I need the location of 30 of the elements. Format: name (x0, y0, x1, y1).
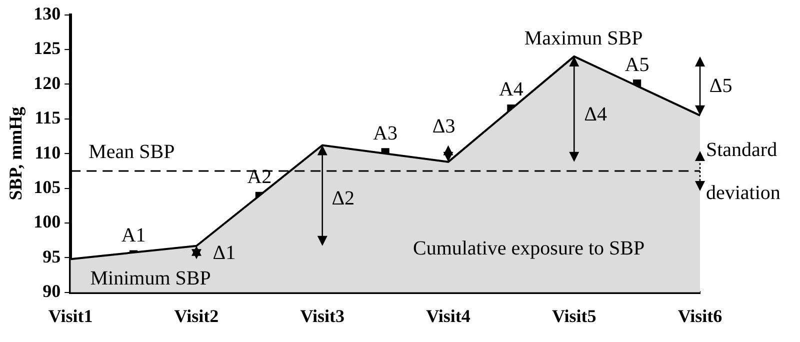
text: Standard deviation (706, 139, 780, 204)
x-tick-label: Visit5 (552, 306, 596, 326)
y-tick-label: 115 (34, 108, 61, 128)
annotation: Minimum SBP (90, 268, 211, 290)
y-tick-label: 100 (34, 212, 61, 232)
y-tick-label: 105 (34, 176, 61, 197)
text: Δ5 (709, 75, 732, 98)
annotation: Δ4 (584, 103, 607, 126)
y-axis-title: SBP, mmHg (5, 106, 26, 200)
y-tick-label: 90 (42, 281, 61, 302)
x-tick-label: Visit4 (426, 306, 470, 326)
y-tick-label: 130 (34, 3, 61, 24)
ref-line-label: Mean SBP (88, 141, 175, 164)
data-label: A1 (121, 224, 146, 246)
annotation: Δ1 (212, 242, 236, 264)
data-label: A3 (373, 122, 398, 144)
y-tick-label: 125 (34, 38, 61, 58)
x-tick-label: Visit2 (174, 306, 219, 326)
annotation: Δ3 (432, 115, 456, 138)
data-label: A4 (498, 78, 524, 101)
annotation: Cumulative exposure to SBP (412, 238, 645, 260)
y-tick-label: 110 (34, 142, 61, 162)
y-tick-label: 120 (34, 72, 61, 93)
annotation: Maximun SBP (524, 27, 643, 50)
x-tick-label: Visit3 (300, 306, 345, 326)
annotation: Δ2 (332, 188, 355, 210)
x-tick-label: Visit1 (48, 306, 93, 326)
y-tick-label: 95 (42, 246, 61, 266)
x-tick-label: Visit6 (678, 306, 722, 326)
data-label: A5 (624, 54, 650, 76)
